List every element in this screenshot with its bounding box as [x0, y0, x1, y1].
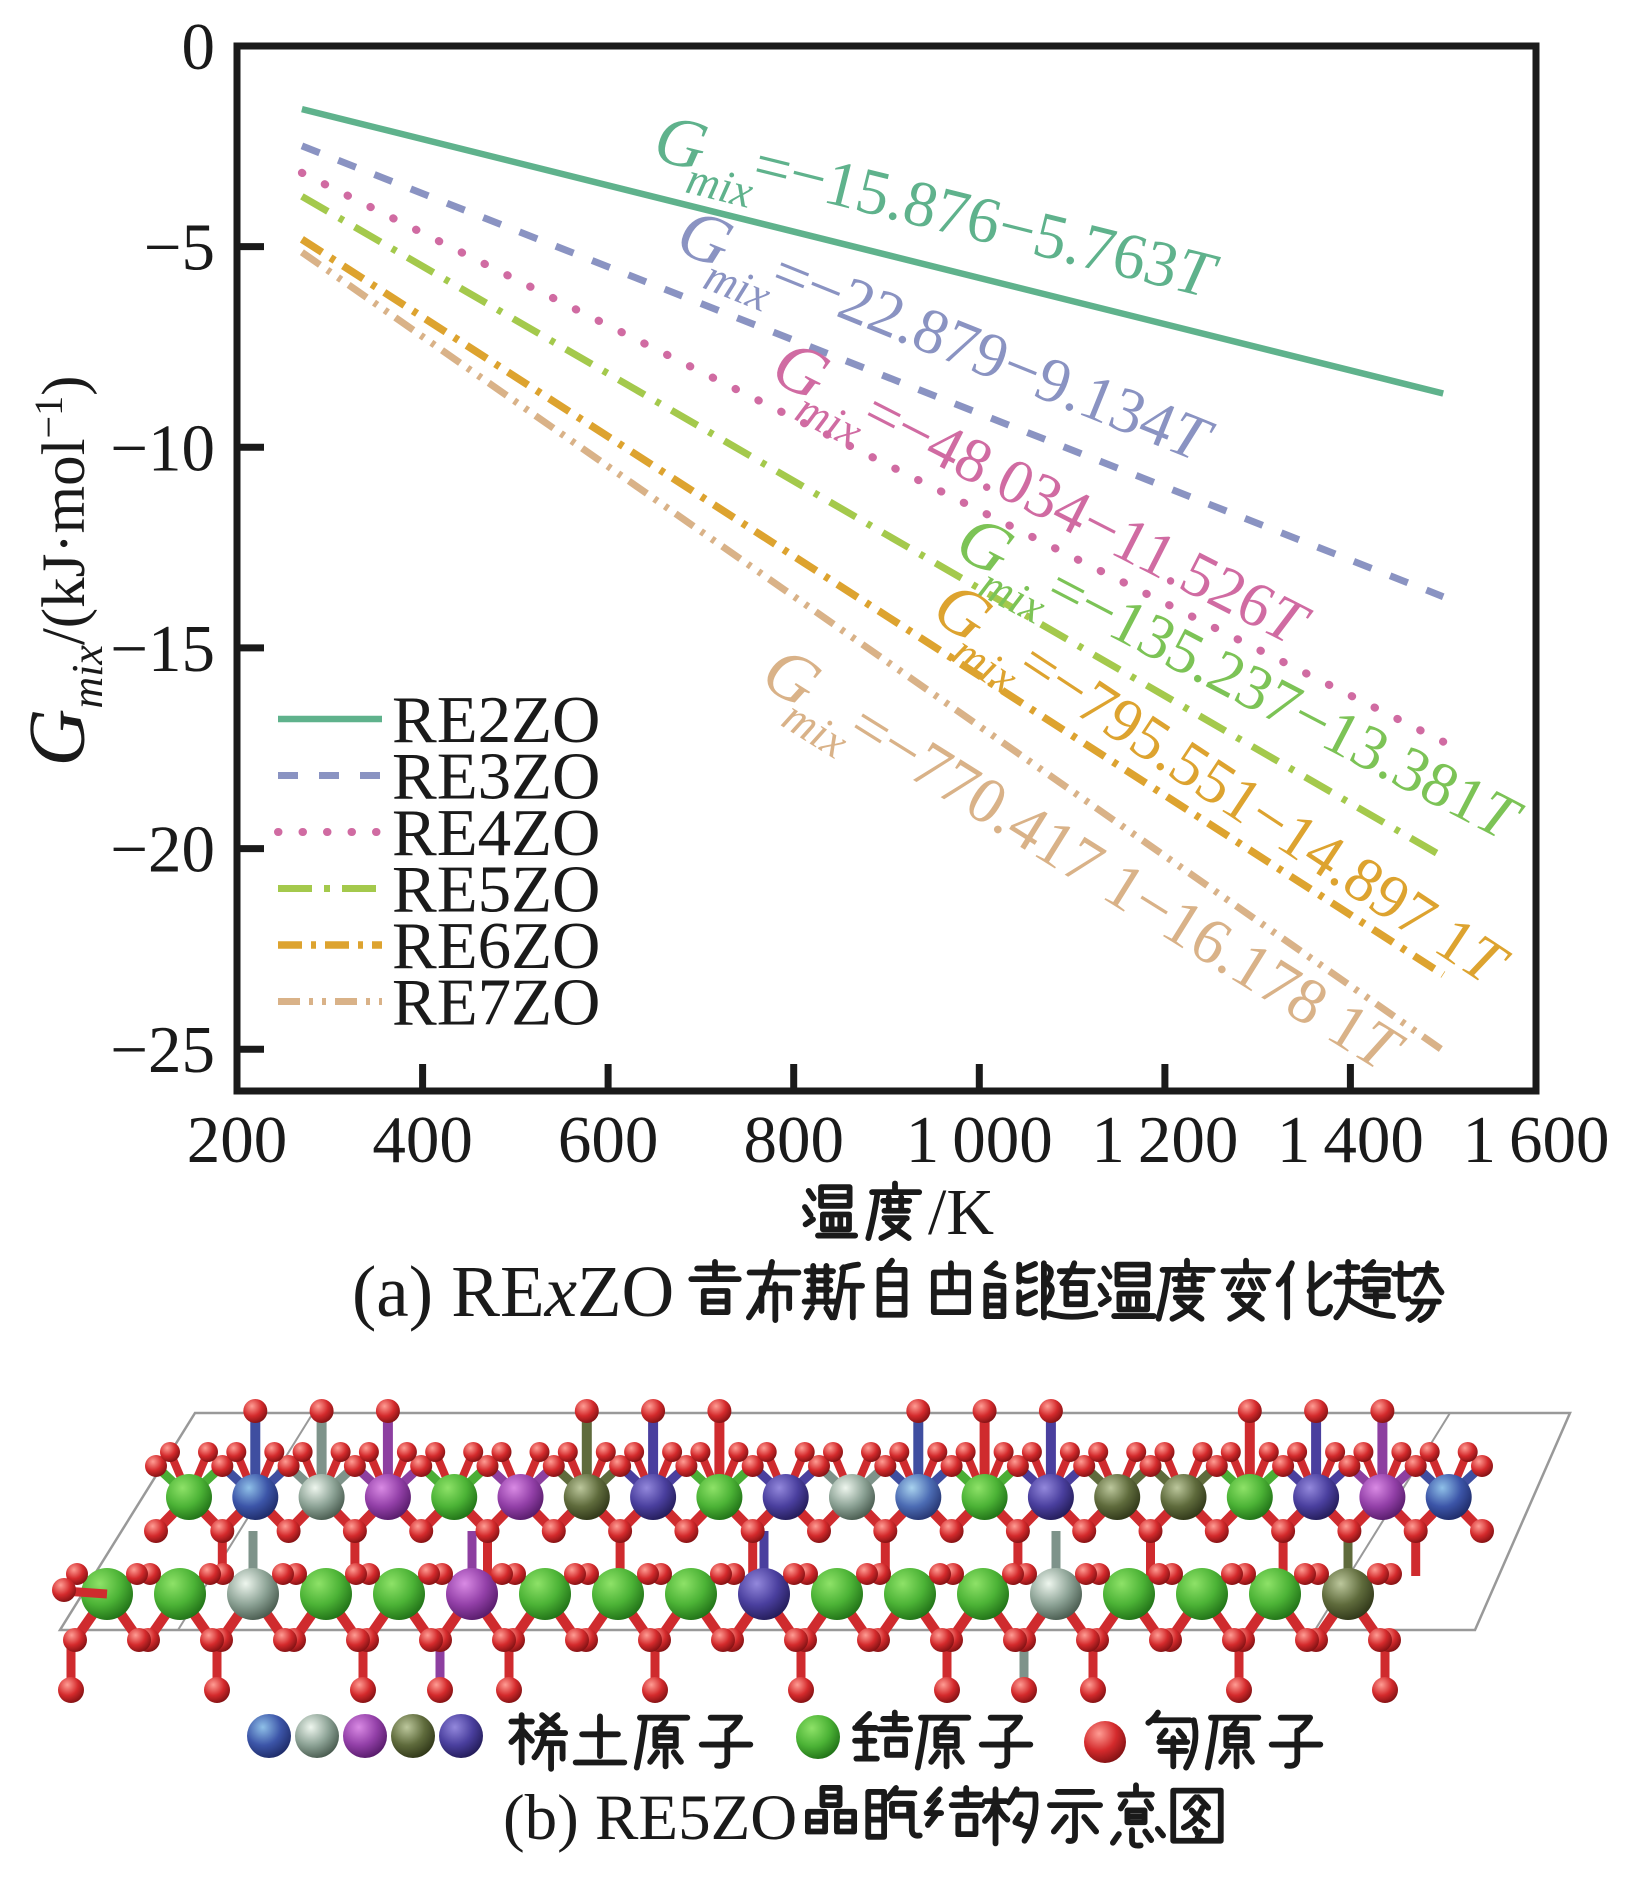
- svg-text:−10: −10: [110, 411, 215, 485]
- svg-text:RE7ZO: RE7ZO: [392, 966, 600, 1040]
- svg-text:/K: /K: [928, 1176, 994, 1249]
- svg-text:RE5ZO: RE5ZO: [392, 853, 600, 927]
- svg-text:600: 600: [558, 1103, 659, 1177]
- svg-text:800: 800: [743, 1103, 844, 1177]
- svg-text:200: 200: [187, 1103, 288, 1177]
- svg-text:RE4ZO: RE4ZO: [392, 796, 600, 870]
- svg-text:0: 0: [182, 10, 216, 84]
- svg-text:400: 400: [372, 1103, 473, 1177]
- svg-text:−25: −25: [110, 1013, 215, 1087]
- svg-text:−20: −20: [110, 813, 215, 887]
- svg-text:RE3ZO: RE3ZO: [392, 740, 600, 814]
- svg-text:Gmix/(kJ·mol−1): Gmix/(kJ·mol−1): [14, 376, 112, 767]
- svg-text:(b) RE5ZO: (b) RE5ZO: [503, 1782, 797, 1854]
- svg-text:−5: −5: [144, 211, 215, 285]
- svg-text:RE2ZO: RE2ZO: [392, 683, 600, 757]
- svg-text:(a) RExZO: (a) RExZO: [352, 1251, 674, 1332]
- svg-text:−15: −15: [110, 612, 215, 686]
- svg-text:RE6ZO: RE6ZO: [392, 909, 600, 983]
